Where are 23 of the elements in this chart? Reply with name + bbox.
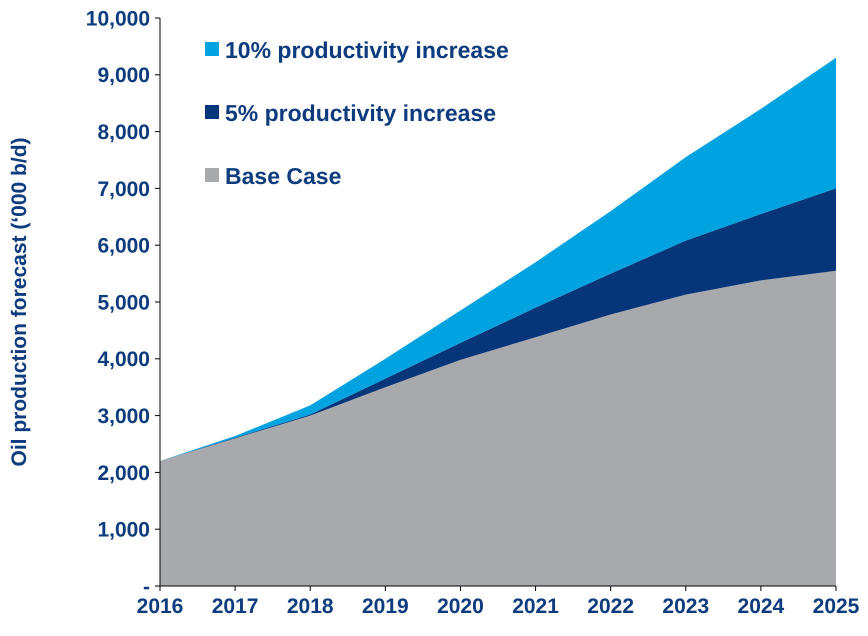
y-tick-label: 2,000 — [97, 462, 150, 485]
x-tick-label: 2024 — [738, 595, 785, 618]
legend-label: Base Case — [225, 163, 342, 190]
legend-label: 5% productivity increase — [225, 100, 496, 126]
legend-label: 10% productivity increase — [225, 37, 509, 64]
y-axis-title: Oil production forecast (‘000 b/d) — [8, 137, 31, 467]
y-tick-label: 8,000 — [97, 120, 150, 144]
x-tick-label: 2021 — [512, 595, 560, 618]
x-tick-label: 2017 — [212, 595, 258, 618]
x-tick-label: 2022 — [587, 595, 634, 618]
x-tick-label: 2019 — [362, 595, 409, 618]
y-tick-label: 7,000 — [97, 178, 150, 201]
y-tick-label: 10,000 — [86, 7, 150, 30]
x-tick-label: 2020 — [437, 595, 484, 618]
y-tick-label: 1,000 — [97, 518, 150, 542]
y-tick-label: 4,000 — [97, 348, 150, 372]
y-tick-label: 6,000 — [97, 234, 150, 258]
x-tick-label: 2018 — [286, 595, 334, 618]
y-tick-label: 9,000 — [97, 64, 150, 88]
y-tick-label: 5,000 — [97, 291, 150, 314]
x-tick-label: 2025 — [812, 595, 860, 618]
y-tick-label: 3,000 — [97, 404, 150, 428]
x-tick-label: 2023 — [662, 595, 710, 618]
